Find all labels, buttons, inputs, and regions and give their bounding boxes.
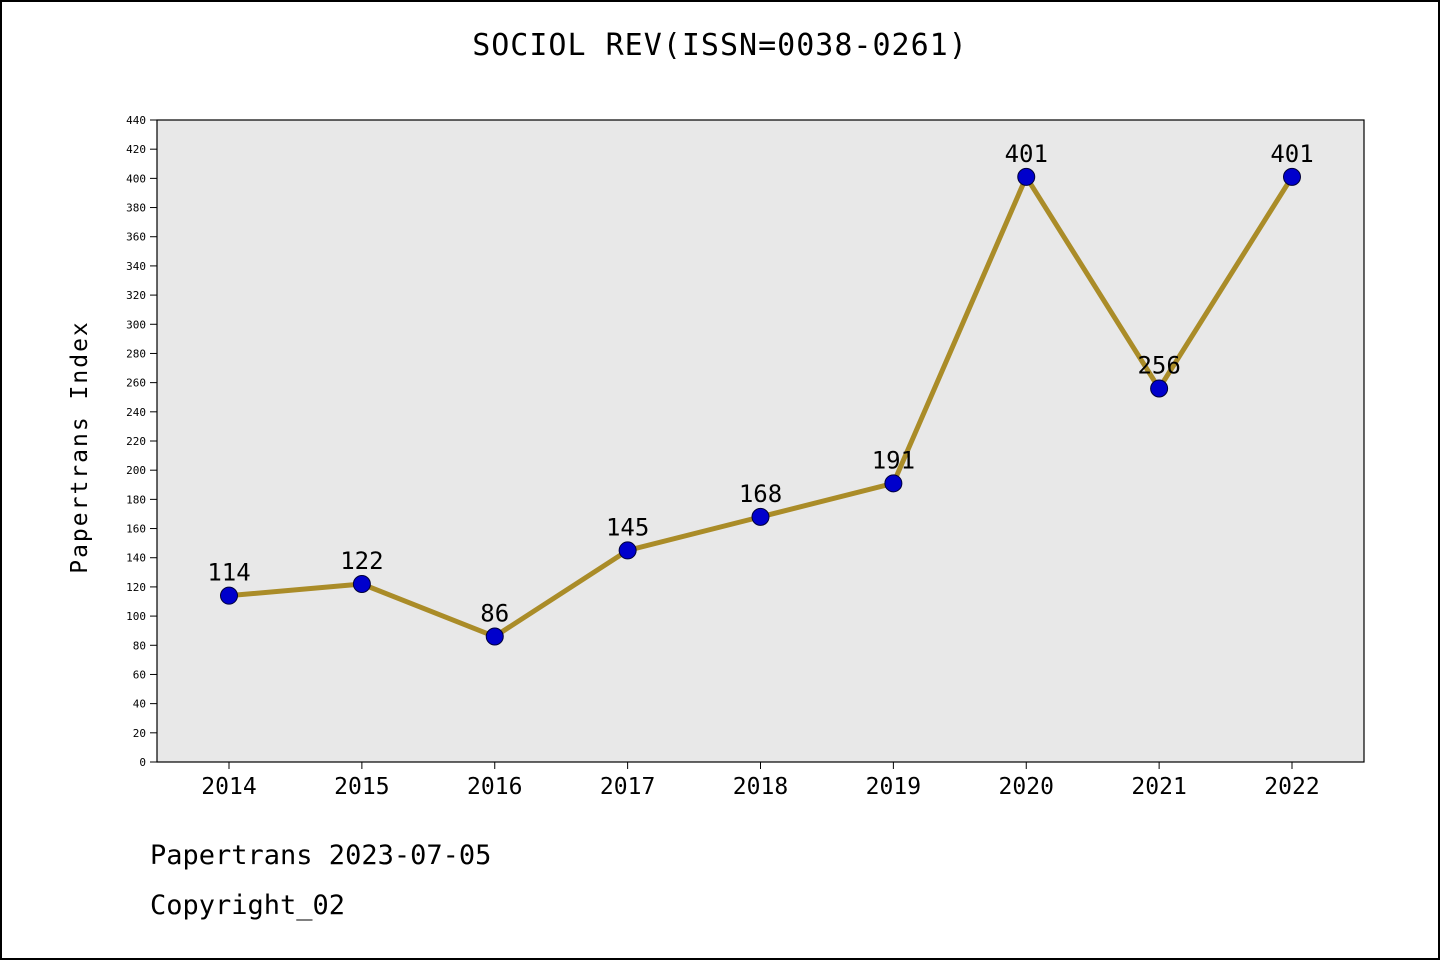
y-tick-label: 20	[133, 727, 146, 740]
y-tick-label: 200	[126, 464, 146, 477]
y-tick-label: 380	[126, 202, 146, 215]
x-tick-label: 2014	[201, 774, 256, 800]
y-tick-label: 320	[126, 289, 146, 302]
y-tick-label: 40	[133, 698, 146, 711]
data-point-label: 191	[872, 446, 915, 474]
y-tick-label: 220	[126, 435, 146, 448]
x-tick-label: 2019	[866, 774, 921, 800]
data-point	[1150, 379, 1169, 398]
footer-source-date: Papertrans 2023-07-05	[150, 840, 492, 871]
plot-area	[156, 119, 1365, 763]
data-point	[751, 507, 770, 526]
y-tick-label: 440	[126, 114, 146, 127]
data-point-label: 114	[207, 559, 250, 587]
data-point-label: 168	[739, 480, 782, 508]
data-point	[618, 541, 637, 560]
y-tick-label: 260	[126, 377, 146, 390]
x-tick-label: 2017	[600, 774, 655, 800]
data-point-label: 401	[1270, 140, 1313, 168]
y-tick-label: 300	[126, 318, 146, 331]
data-point	[1283, 167, 1301, 186]
y-tick-label: 400	[126, 172, 146, 185]
y-tick-label: 0	[139, 756, 146, 769]
data-point-label: 256	[1137, 351, 1180, 379]
y-tick-label: 80	[133, 639, 146, 652]
data-point	[884, 474, 903, 493]
data-point	[1017, 167, 1036, 186]
x-tick-label: 2018	[733, 774, 788, 800]
y-tick-label: 420	[126, 143, 146, 156]
y-tick-label: 180	[126, 493, 146, 506]
y-tick-label: 140	[126, 552, 146, 565]
x-tick-label: 2021	[1131, 774, 1186, 800]
y-tick-label: 160	[126, 523, 146, 536]
x-tick-label: 2020	[999, 774, 1054, 800]
data-point-label: 86	[480, 600, 509, 628]
data-point-label: 401	[1005, 140, 1048, 168]
data-point-label: 145	[606, 513, 649, 541]
chart-title: SOCIOL REV(ISSN=0038-0261)	[472, 28, 968, 63]
y-tick-label: 340	[126, 260, 146, 273]
x-tick-label: 2016	[467, 774, 522, 800]
data-point	[220, 586, 238, 605]
x-tick-label: 2015	[334, 774, 389, 800]
data-point	[352, 574, 371, 593]
y-tick-label: 100	[126, 610, 146, 623]
data-point-label: 122	[340, 547, 383, 575]
data-point	[485, 627, 504, 646]
y-tick-label: 280	[126, 347, 146, 360]
y-tick-label: 60	[133, 668, 146, 681]
x-tick-label: 2022	[1264, 774, 1319, 800]
y-tick-label: 240	[126, 406, 146, 419]
y-tick-label: 120	[126, 581, 146, 594]
y-tick-label: 360	[126, 231, 146, 244]
footer-copyright: Copyright_02	[150, 890, 346, 921]
